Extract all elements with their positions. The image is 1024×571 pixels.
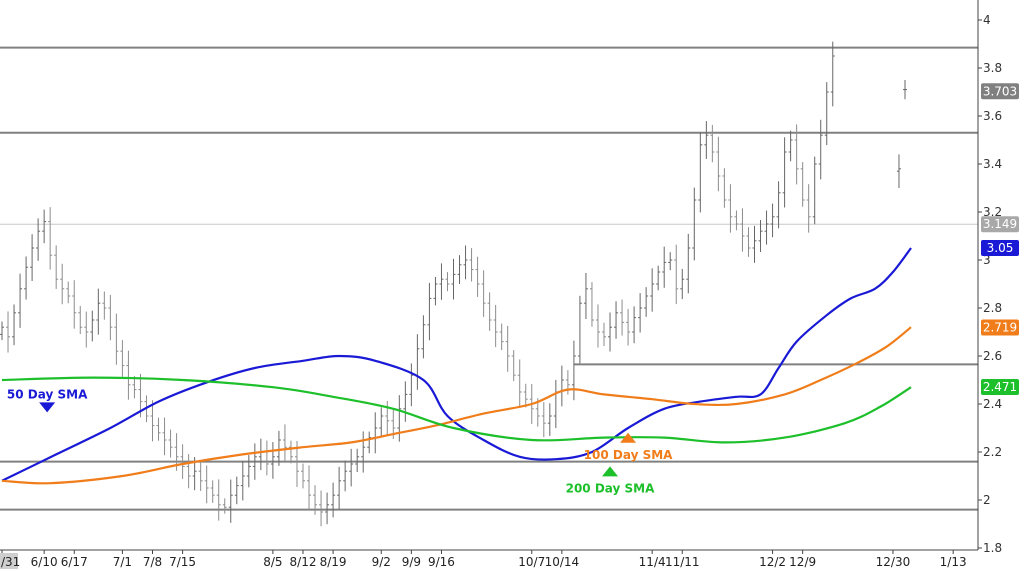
x-tick-label-18: 12/30 xyxy=(876,555,911,569)
x-tick-label-15: 11/11 xyxy=(665,555,700,569)
sma-line-3 xyxy=(1,376,912,444)
y-tick-label-2: 2.2 xyxy=(983,445,1002,459)
y-tick-label-6: 3 xyxy=(983,253,991,267)
price-badge-label-0: 3.703 xyxy=(983,84,1017,98)
y-tick-label-7: 3.2 xyxy=(983,205,1002,219)
x-tick-label-5: 7/15 xyxy=(169,555,196,569)
x-tick-label-16: 12/2 xyxy=(759,555,786,569)
x-tick-label-4: 7/8 xyxy=(143,555,162,569)
sma-line-2 xyxy=(1,326,912,485)
horizontal-levels xyxy=(0,46,978,511)
x-tick-label-10: 9/9 xyxy=(402,555,421,569)
x-tick-label-3: 7/1 xyxy=(113,555,132,569)
x-first-label-bg xyxy=(0,553,18,569)
x-tick-label-6: 8/5 xyxy=(263,555,282,569)
x-tick-label-8: 8/19 xyxy=(320,555,347,569)
annotation-arrow-1 xyxy=(39,402,56,413)
price-badge-1 xyxy=(981,216,1019,233)
price-badge-3 xyxy=(981,319,1019,336)
x-tick-label-0: /31 xyxy=(1,555,20,569)
x-axis: /31 6/10 6/17 7/1 7/8 7/15 8/5 8/12 8/19 9/2 9/9 9/… xyxy=(0,550,967,569)
y-tick-label-5: 2.8 xyxy=(983,301,1002,315)
y-tick-label-11: 4 xyxy=(983,13,991,27)
y-axis: 1.8 2 2.2 2.4 2.6 2.8 3 3.2 3.4 3.6 3.8 4 xyxy=(978,13,1002,555)
price-badge-label-3: 2.719 xyxy=(983,320,1017,334)
x-tick-label-1: 6/10 xyxy=(31,555,58,569)
sma-line-1 xyxy=(1,247,912,482)
annotation-arrow-2 xyxy=(620,432,637,443)
price-badge-0 xyxy=(981,83,1019,100)
x-tick-label-11: 9/16 xyxy=(428,555,455,569)
x-tick-label-14: 11/4 xyxy=(639,555,666,569)
x-tick-label-9: 9/2 xyxy=(372,555,391,569)
price-badge-label-2: 3.05 xyxy=(987,241,1014,255)
x-tick-label-17: 12/9 xyxy=(789,555,816,569)
y-tick-label-3: 2.4 xyxy=(983,397,1002,411)
y-tick-label-8: 3.4 xyxy=(983,157,1002,171)
price-badge-4 xyxy=(981,378,1019,395)
y-tick-label-1: 2 xyxy=(983,493,991,507)
sma-annotations: 50 Day SMA 100 Day SMA 200 Day SMA xyxy=(7,387,673,495)
price-badge-label-1: 3.149 xyxy=(983,217,1017,231)
x-tick-label-13: 10/14 xyxy=(545,555,580,569)
annotation-label-3: 200 Day SMA xyxy=(566,481,656,495)
x-axis-panel xyxy=(0,550,978,571)
price-bars xyxy=(0,41,907,527)
y-tick-label-9: 3.6 xyxy=(983,109,1002,123)
price-badge-2 xyxy=(981,240,1019,256)
price-badge-label-4: 2.471 xyxy=(983,380,1017,394)
x-tick-label-12: 10/7 xyxy=(518,555,545,569)
y-tick-label-4: 2.6 xyxy=(983,349,1002,363)
y-tick-label-10: 3.8 xyxy=(983,61,1002,75)
y-tick-label-0: 1.8 xyxy=(983,541,1002,555)
price-badges: 3.703 3.149 3.05 2.719 2.471 xyxy=(981,83,1019,395)
x-tick-label-2: 6/17 xyxy=(61,555,88,569)
annotation-arrow-3 xyxy=(602,466,619,477)
x-tick-label-19: 1/13 xyxy=(940,555,967,569)
annotation-label-1: 50 Day SMA xyxy=(7,387,88,401)
x-tick-label-7: 8/12 xyxy=(290,555,317,569)
moving-averages xyxy=(1,247,912,485)
annotation-label-2: 100 Day SMA xyxy=(584,448,674,462)
